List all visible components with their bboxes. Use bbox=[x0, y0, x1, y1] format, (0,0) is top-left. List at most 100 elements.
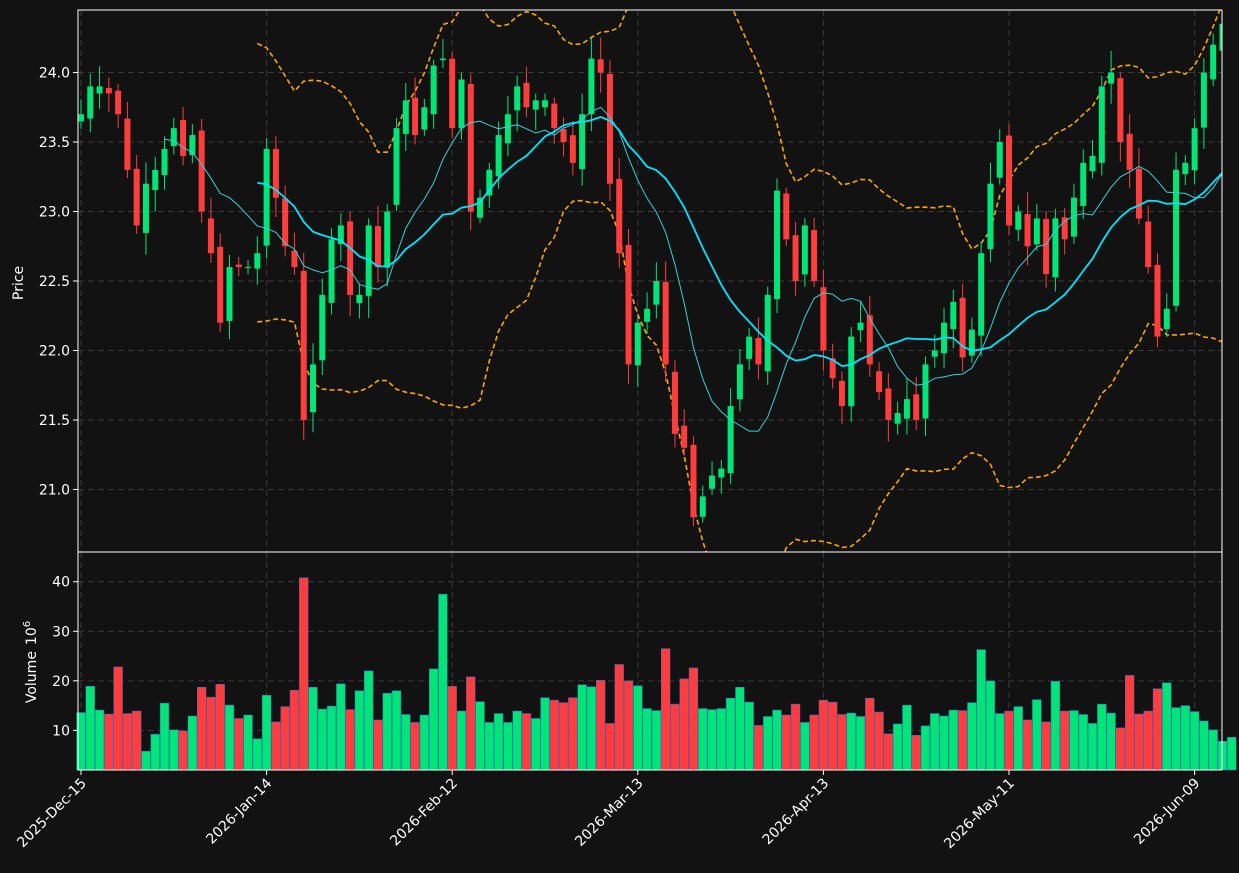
candle-body bbox=[152, 169, 159, 191]
candle bbox=[606, 60, 613, 201]
volume-bar bbox=[763, 716, 773, 771]
volume-bar bbox=[735, 687, 745, 771]
candle bbox=[124, 101, 131, 179]
candle bbox=[968, 317, 975, 363]
price-y-ticks: 21.0 21.5 22.0 22.5 23.0 23.5 24.0 bbox=[39, 66, 78, 498]
volume-bar bbox=[336, 683, 346, 771]
candle-body bbox=[959, 297, 966, 358]
candle bbox=[1098, 75, 1105, 176]
candle-body bbox=[829, 358, 836, 379]
price-y-tick-label: 23.0 bbox=[39, 205, 70, 221]
candle-body bbox=[198, 130, 205, 212]
candle-body bbox=[254, 253, 261, 269]
candle-body bbox=[272, 149, 279, 198]
volume-y-tick-label: 40 bbox=[52, 575, 70, 591]
volume-bar bbox=[234, 718, 244, 771]
candle bbox=[625, 228, 632, 384]
candle-body bbox=[1200, 72, 1207, 128]
volume-bar bbox=[828, 701, 838, 771]
volume-bar bbox=[1013, 706, 1023, 771]
candle-body bbox=[124, 118, 131, 170]
candle bbox=[514, 75, 521, 132]
volume-bar bbox=[512, 710, 522, 771]
volume-bar bbox=[957, 710, 968, 771]
candle-body bbox=[282, 198, 289, 247]
candle bbox=[653, 262, 660, 319]
volume-bar bbox=[698, 708, 708, 771]
candle bbox=[430, 59, 437, 129]
candle-body bbox=[189, 135, 196, 156]
candle-body bbox=[1024, 214, 1031, 247]
candle-body bbox=[161, 148, 168, 176]
candle bbox=[848, 327, 855, 423]
volume-bar bbox=[317, 708, 327, 771]
candle bbox=[328, 228, 335, 315]
volume-panel: 10 20 30 40 bbox=[52, 551, 1237, 771]
candle-body bbox=[142, 183, 149, 233]
candle bbox=[1089, 140, 1096, 179]
candlesticks bbox=[78, 15, 1222, 527]
volume-bar bbox=[1041, 721, 1051, 771]
candle bbox=[569, 120, 576, 176]
volume-y-tick-label: 20 bbox=[52, 674, 70, 690]
candle bbox=[662, 261, 669, 382]
candle-body bbox=[1191, 128, 1198, 171]
candle bbox=[681, 409, 688, 456]
candle-body bbox=[551, 103, 558, 129]
volume-bar bbox=[224, 704, 235, 771]
candle bbox=[736, 348, 743, 412]
volume-bar bbox=[716, 708, 726, 771]
candle bbox=[579, 93, 586, 186]
candle bbox=[189, 124, 196, 164]
volume-bar bbox=[104, 713, 114, 771]
candle-body bbox=[1135, 168, 1142, 219]
volume-bar bbox=[178, 730, 188, 771]
volume-bar bbox=[289, 689, 300, 771]
volume-bar bbox=[883, 733, 894, 771]
volume-bar bbox=[150, 734, 160, 771]
candle-body bbox=[569, 135, 576, 163]
upper-band-line bbox=[256, 10, 1221, 251]
volume-bars bbox=[76, 577, 1237, 771]
candle bbox=[1145, 205, 1152, 274]
candle bbox=[1173, 152, 1180, 312]
candle-body bbox=[374, 226, 381, 268]
volume-bar bbox=[252, 738, 262, 771]
candle-body bbox=[774, 190, 780, 300]
volume-axis-title: Volume106 bbox=[22, 621, 40, 703]
candle bbox=[1219, 15, 1222, 62]
candle-body bbox=[736, 364, 743, 400]
candle bbox=[542, 93, 548, 116]
candle-body bbox=[783, 193, 790, 240]
candle-body bbox=[848, 336, 855, 407]
candle-body bbox=[820, 287, 827, 351]
candle bbox=[1191, 118, 1198, 185]
price-y-tick-label: 21.5 bbox=[39, 413, 70, 429]
bollinger-bands bbox=[256, 10, 1222, 552]
volume-bar bbox=[605, 723, 615, 771]
candle-body bbox=[180, 120, 187, 156]
ma-fast-line bbox=[164, 106, 1222, 432]
candle bbox=[1033, 203, 1040, 251]
candle bbox=[486, 162, 493, 208]
candle bbox=[226, 254, 233, 340]
volume-bar bbox=[995, 713, 1005, 771]
candle-body bbox=[1070, 197, 1077, 237]
volume-bar bbox=[660, 648, 671, 771]
volume-bar bbox=[707, 709, 717, 771]
volume-panel-frame bbox=[77, 551, 1223, 771]
candle-body bbox=[96, 86, 103, 94]
candle-body bbox=[950, 301, 957, 329]
candle-body bbox=[727, 406, 734, 474]
candle bbox=[133, 155, 140, 234]
candle-body bbox=[764, 294, 771, 372]
candle-body bbox=[523, 82, 530, 108]
candle bbox=[263, 137, 270, 259]
candle-body bbox=[792, 235, 799, 281]
candle bbox=[198, 119, 205, 223]
volume-bar bbox=[540, 697, 550, 771]
candle-body bbox=[746, 336, 753, 359]
candle bbox=[978, 241, 985, 357]
candle bbox=[690, 436, 697, 527]
volume-bar bbox=[1208, 729, 1218, 771]
